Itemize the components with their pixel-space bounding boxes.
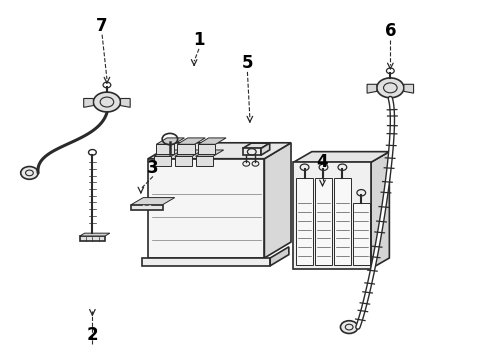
Polygon shape [315,178,332,265]
Polygon shape [198,144,216,153]
Polygon shape [196,156,213,166]
Polygon shape [270,247,289,266]
Polygon shape [121,99,130,107]
Polygon shape [148,143,291,159]
Text: 6: 6 [385,22,396,40]
Polygon shape [353,203,369,265]
Polygon shape [243,148,261,155]
Polygon shape [84,99,94,107]
Polygon shape [154,156,172,166]
Polygon shape [196,150,223,156]
Polygon shape [265,143,291,258]
Polygon shape [131,198,175,205]
Text: 7: 7 [96,17,108,35]
Polygon shape [334,178,351,265]
Text: 1: 1 [193,31,205,49]
Polygon shape [142,258,270,266]
Polygon shape [175,150,203,156]
Polygon shape [261,143,270,155]
Polygon shape [296,178,313,265]
Polygon shape [131,200,163,210]
Polygon shape [294,162,371,269]
Polygon shape [156,138,184,144]
Polygon shape [148,159,265,258]
Text: 3: 3 [147,159,159,177]
Text: 2: 2 [87,326,98,344]
Polygon shape [371,152,390,269]
Polygon shape [177,144,195,153]
Polygon shape [175,156,192,166]
Circle shape [341,321,358,333]
Circle shape [377,78,404,98]
Polygon shape [177,138,205,144]
Polygon shape [243,143,270,148]
Circle shape [94,92,121,112]
Polygon shape [80,233,110,236]
Polygon shape [80,236,105,241]
Polygon shape [367,84,377,93]
Circle shape [21,167,38,179]
Polygon shape [404,84,414,93]
Polygon shape [154,150,182,156]
Polygon shape [198,138,226,144]
Polygon shape [156,144,174,153]
Polygon shape [294,152,390,162]
Text: 5: 5 [242,54,253,72]
Text: 4: 4 [317,153,328,171]
